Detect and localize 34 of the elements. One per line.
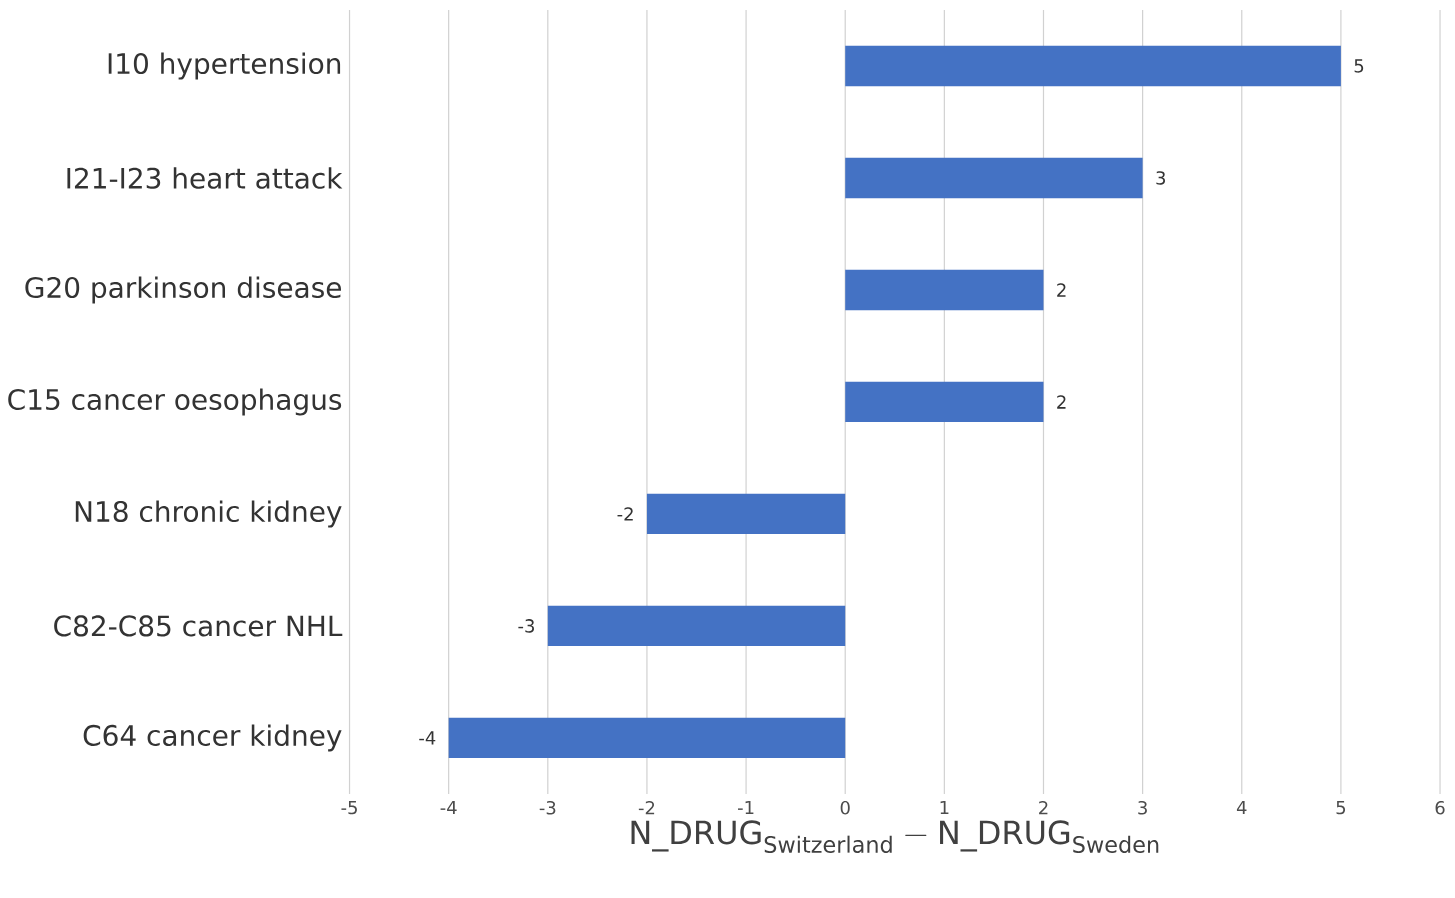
x-axis-title: $\mathrm{N\_DRUG}_{\mathrm{Switzerland}} - \mathrm{N\_DRUG}_{\mathrm{Sweden}}$: [631, 820, 1159, 854]
data-label: -4: [419, 731, 436, 745]
y-tick-label: I10 hypertension: [108, 52, 341, 80]
bar: [845, 269, 1044, 311]
x-tick-label: 3: [1138, 801, 1147, 815]
y-tick-label: G20 parkinson disease: [25, 276, 341, 304]
x-tick-label: -1: [737, 801, 754, 815]
data-label: 3: [1156, 171, 1165, 185]
x-tick-label: 2: [1039, 801, 1048, 815]
bar: [845, 381, 1044, 423]
bar: [845, 157, 1143, 199]
x-tick-label: -4: [440, 801, 457, 815]
bar: [448, 717, 846, 759]
data-label: 5: [1354, 59, 1364, 73]
y-tick-label: C15 cancer oesophagus: [8, 388, 342, 416]
bar: [547, 605, 846, 647]
x-tick-label: 6: [1435, 801, 1445, 815]
bar: [845, 45, 1341, 87]
x-tick-label: -3: [539, 801, 556, 815]
y-tick-label: N18 chronic kidney: [75, 500, 342, 528]
data-label: -3: [518, 619, 534, 633]
bar: [646, 493, 846, 535]
x-tick-label: 5: [1336, 801, 1346, 815]
x-tick-label: -2: [638, 801, 655, 815]
x-tick-label: 1: [940, 801, 949, 815]
y-tick-label: C82-C85 cancer NHL: [54, 615, 343, 637]
data-label: 2: [1057, 283, 1066, 297]
x-tick-label: -5: [341, 801, 357, 815]
data-label: -2: [617, 507, 633, 521]
data-label: 2: [1057, 395, 1066, 409]
y-tick-label: I21-I23 heart attack: [67, 167, 343, 189]
y-tick-label: C64 cancer kidney: [83, 724, 342, 752]
x-tick-label: 0: [840, 801, 850, 815]
x-tick-label: 4: [1236, 801, 1247, 815]
